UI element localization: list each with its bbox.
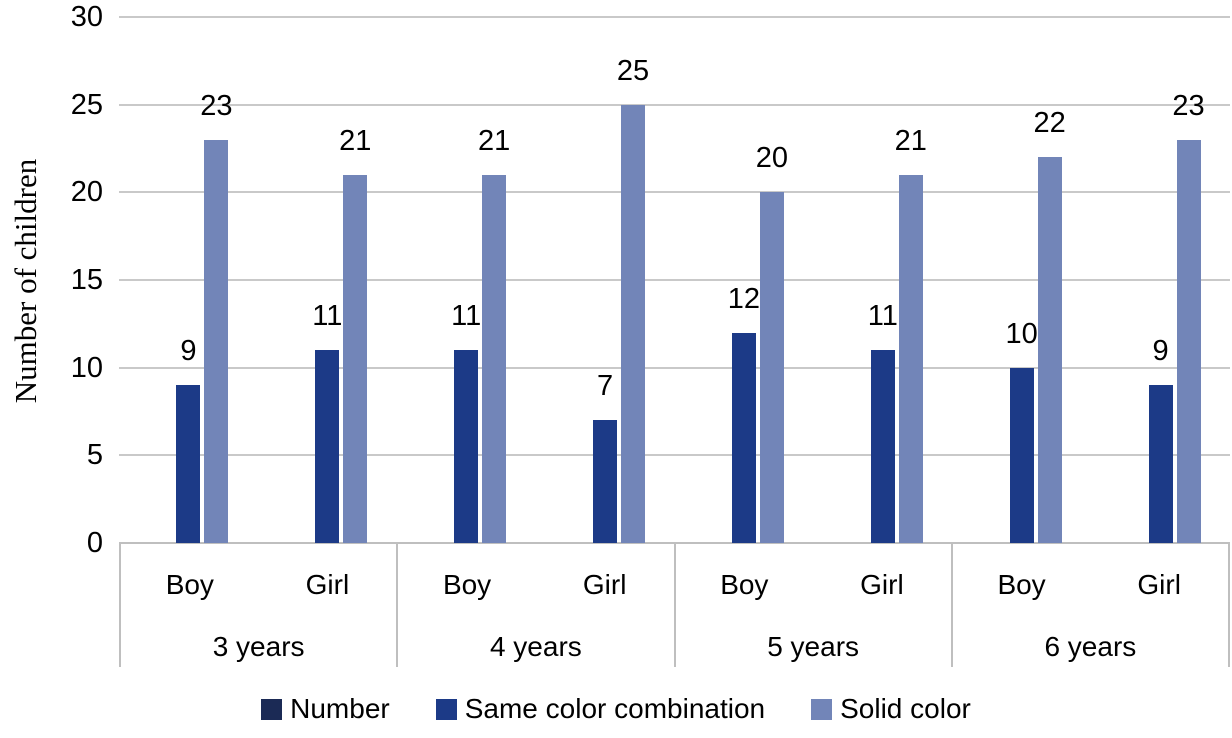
legend-item: Same color combination [435, 692, 766, 726]
group-label: 4 years [489, 631, 582, 662]
gridline [119, 16, 1230, 18]
bar-solid-color [482, 174, 507, 543]
bar-same-color-combination [870, 350, 895, 543]
subcategory-label: Boy [997, 569, 1046, 600]
bar-value-label: 11 [451, 300, 482, 333]
bar-same-color-combination [315, 350, 340, 543]
subcategory-label: Girl [305, 569, 350, 600]
bar-value-label: 9 [1152, 335, 1169, 368]
bar-solid-color [204, 139, 229, 543]
group-label: 5 years [767, 631, 860, 662]
subcategory-label: Girl [582, 569, 627, 600]
group-label: 6 years [1044, 631, 1137, 662]
category-group: Boy Girl 6 years [950, 543, 1228, 667]
subcategory-row: Boy Girl [676, 543, 951, 627]
bar-value-label: 11 [312, 300, 343, 333]
bar-solid-color [621, 104, 646, 543]
y-axis-tick-label: 30 [70, 1, 103, 33]
bar-value-label: 11 [867, 300, 898, 333]
bar-same-color-combination [1009, 367, 1034, 543]
bar-solid-color [1037, 157, 1062, 543]
bar-same-color-combination [731, 332, 756, 543]
bar-same-color-combination [1148, 385, 1173, 543]
gridline [119, 103, 1230, 106]
y-axis-tick-label: 20 [70, 176, 103, 209]
legend-item: Solid color [811, 692, 971, 726]
subcategory-label: Girl [860, 569, 904, 600]
bar-same-color-combination [176, 385, 201, 543]
bar-value-label: 10 [1005, 317, 1038, 350]
bar-solid-color [343, 174, 368, 543]
y-axis-tick-label: 0 [86, 527, 103, 559]
legend-item: Number [261, 692, 390, 726]
subcategory-row: Boy Girl [953, 543, 1228, 627]
legend-swatch-icon [261, 698, 283, 720]
subcategory-label: Boy [720, 569, 769, 600]
gridline [119, 366, 1230, 369]
y-axis-tick-label: 10 [70, 351, 103, 384]
subcategory-label: Boy [442, 569, 492, 600]
bar-value-label: 23 [1172, 89, 1205, 122]
bar-solid-color [1176, 139, 1201, 543]
category-group: Boy Girl 5 years [673, 543, 951, 667]
subcategory-row: Boy Girl [121, 543, 396, 627]
gridline [119, 191, 1230, 194]
legend-label: Number [290, 693, 390, 724]
y-axis-tick-label: 15 [70, 264, 103, 296]
subcategory-label: Girl [1137, 569, 1181, 600]
bar-value-label: 12 [727, 282, 761, 315]
legend-label: Solid color [840, 693, 971, 724]
gridline [119, 279, 1230, 281]
subcategory-row: Boy Girl [398, 543, 673, 627]
bar-value-label: 21 [894, 124, 927, 157]
bar-value-label: 7 [596, 370, 614, 403]
bar-value-label: 22 [1033, 107, 1066, 140]
category-group: Boy Girl 4 years [396, 543, 673, 667]
group-label: 3 years [212, 631, 305, 662]
legend-swatch-icon [435, 698, 457, 720]
legend-swatch-icon [811, 698, 833, 720]
bar-value-label: 25 [616, 54, 650, 87]
bar-same-color-combination [454, 350, 479, 543]
bar-value-label: 23 [200, 89, 233, 122]
bar-value-label: 21 [478, 124, 511, 157]
bar-value-label: 20 [755, 142, 789, 175]
gridline [119, 454, 1230, 457]
bar-value-label: 21 [339, 124, 372, 157]
subcategory-label: Boy [165, 569, 214, 600]
category-axis-table: Boy Girl 3 years Boy Girl 4 years Boy Girl 5 yea… [119, 543, 1230, 667]
category-group: Boy Girl 3 years [121, 543, 396, 667]
bar-solid-color [898, 174, 923, 543]
y-axis-tick-label: 25 [70, 88, 103, 121]
bar-same-color-combination [593, 420, 618, 543]
y-axis-tick-label: 5 [86, 439, 103, 472]
legend-label: Same color combination [464, 693, 766, 724]
chart-legend: Number Same color combination Solid color [0, 692, 1232, 726]
bar-solid-color [759, 192, 784, 543]
bar-value-label: 9 [180, 335, 197, 368]
